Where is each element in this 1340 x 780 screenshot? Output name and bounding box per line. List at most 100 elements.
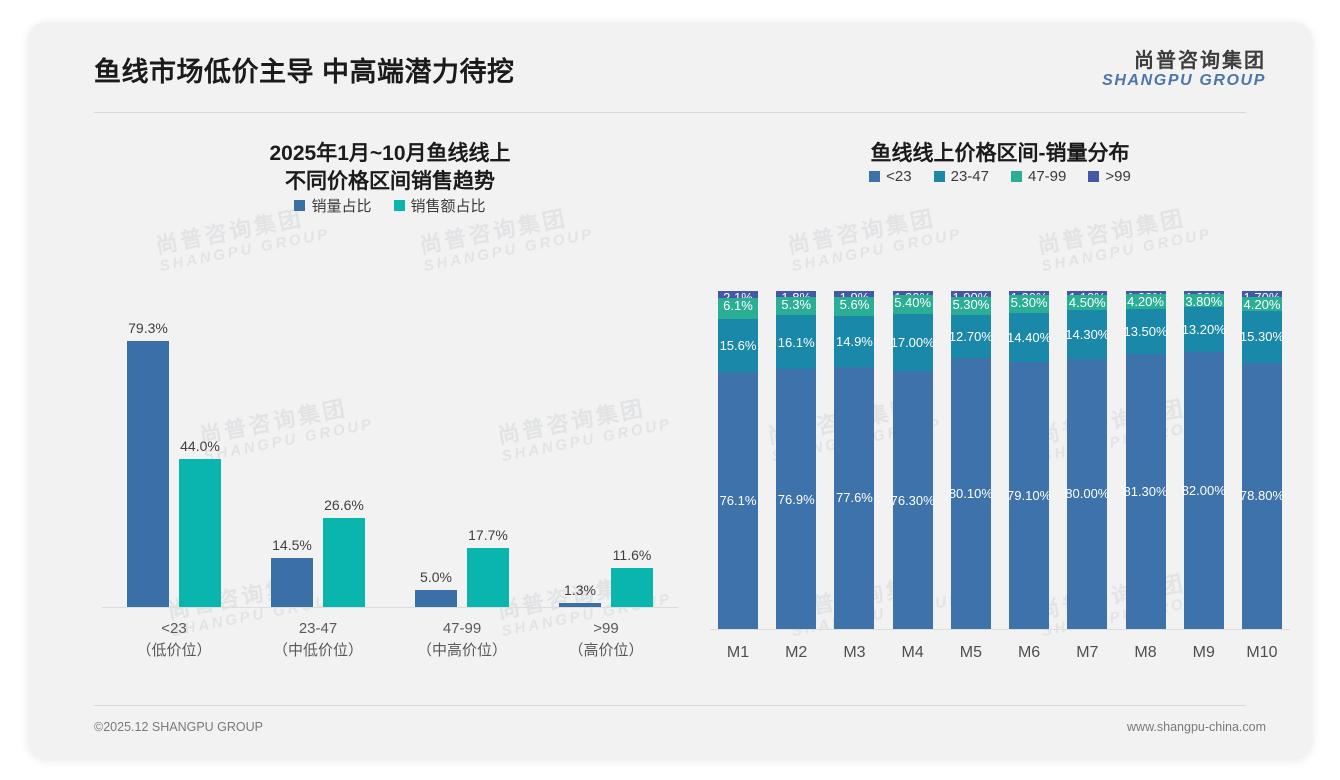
stack-segment-47-99-M7[interactable]: 4.50% xyxy=(1067,295,1108,311)
month-label-M1: M1 xyxy=(726,644,750,661)
right-chart-legend-item-4[interactable]: >99 xyxy=(1088,168,1131,185)
stack-segment-47-99-M5[interactable]: 5.30% xyxy=(950,297,991,316)
bar-销售额占比-<23[interactable] xyxy=(179,459,221,607)
stack-segment-47-99-M4[interactable]: 5.40% xyxy=(892,295,933,314)
stack-segment-23-47-M3[interactable]: 14.9% xyxy=(834,316,875,367)
bar-value-label: 1.3% xyxy=(564,581,596,598)
left-chart-legend-item-1[interactable]: 销量占比 xyxy=(294,195,372,216)
stack-segment-23-47-M9[interactable]: 13.20% xyxy=(1182,307,1226,352)
stacked-bar-M3[interactable]: 1.9%5.6%14.9%77.6% xyxy=(834,290,875,629)
segment-value-label: 79.10% xyxy=(1007,487,1052,503)
legend-swatch-icon xyxy=(1011,170,1022,182)
stacked-bar-M9[interactable]: 1.00%3.80%13.20%82.00% xyxy=(1181,290,1226,629)
bar-销量占比-47-99[interactable] xyxy=(415,590,457,607)
right-chart-plot: 2.1%6.1%15.6%76.1%1.8%5.3%16.1%76.9%1.9%… xyxy=(710,290,1290,680)
stack-segment-23-47-M7[interactable]: 14.30% xyxy=(1065,310,1109,359)
left-chart-bar-wrap: 79.3% xyxy=(127,300,169,607)
stacked-bar-M1[interactable]: 2.1%6.1% 15.6% 76.1% xyxy=(718,290,758,629)
stack-segment-23-47-M10[interactable]: 15.30% xyxy=(1240,310,1284,363)
segment-value-label: 6.1% xyxy=(723,298,753,314)
stack-segment-23-47-M8[interactable]: 13.50% xyxy=(1123,308,1168,355)
stack-segment-<23-M6[interactable]: 79.10% xyxy=(1007,361,1052,629)
left-chart-group: 14.5% 26.6% xyxy=(271,300,365,607)
segment-value-label: 80.00% xyxy=(1065,486,1110,502)
legend-swatch-icon xyxy=(933,170,945,182)
bar-销售额占比-47-99[interactable] xyxy=(467,547,509,607)
category-sublabel: （高价位） xyxy=(568,641,644,659)
right-chart-legend-item-1[interactable]: <23 xyxy=(869,168,912,185)
segment-value-label: 77.6% xyxy=(836,490,873,506)
segment-value-label: 5.6% xyxy=(839,297,870,313)
segment-value-label: 76.30% xyxy=(890,492,935,508)
segment-value-label: 5.40% xyxy=(894,295,932,311)
segment-value-label: 3.80% xyxy=(1185,294,1223,310)
stack-segment-23-47-M1[interactable]: 15.6% xyxy=(718,319,758,372)
stacked-bar-M4[interactable]: 1.30%5.40%17.00%76.30% xyxy=(890,290,935,629)
stack-segment-<23-M5[interactable]: 80.10% xyxy=(948,358,993,629)
month-label-M4: M4 xyxy=(901,644,924,661)
stacked-bar-M5[interactable]: 1.90%5.30%12.70%80.10% xyxy=(948,290,993,629)
stack-segment-<23-M7[interactable]: 80.00% xyxy=(1065,358,1110,629)
stack-segment-47-99-M10[interactable]: 4.20% xyxy=(1241,296,1282,312)
footer-copyright: ©2025.12 SHANGPU GROUP xyxy=(94,720,263,734)
segment-value-label: 5.3% xyxy=(781,297,812,313)
segment-value-label: 14.9% xyxy=(836,334,873,350)
right-chart-x-labels: M1 M2 M3 M4 M5 M6 M7 M8 M9 M10 xyxy=(710,632,1290,680)
category-name: 23-47 xyxy=(298,620,338,637)
footer-website: www.shangpu-china.com xyxy=(1127,720,1266,734)
bar-销售额占比-23-47[interactable] xyxy=(323,517,365,607)
stack-segment-<23-M8[interactable]: 81.30% xyxy=(1123,354,1168,629)
bar-销量占比->99[interactable] xyxy=(559,602,601,607)
stack-segment-<23-M2[interactable]: 76.9% xyxy=(776,369,817,629)
stack-segment-<23-M4[interactable]: 76.30% xyxy=(890,371,935,629)
left-chart-legend-item-2[interactable]: 销售额占比 xyxy=(393,195,486,216)
stack-segment-<23-M10[interactable]: 78.80% xyxy=(1240,362,1284,629)
segment-value-label: 13.50% xyxy=(1123,323,1168,339)
stack-segment-23-47-M6[interactable]: 14.40% xyxy=(1007,313,1051,362)
stack-segment-47-99-M8[interactable]: 4.20% xyxy=(1125,294,1166,310)
footer-divider xyxy=(94,705,1246,706)
stack-segment-<23-M9[interactable]: 82.00% xyxy=(1181,351,1226,629)
month-label-M9: M9 xyxy=(1192,644,1215,661)
stacked-bar-M6[interactable]: 1.30%5.30%14.40%79.10% xyxy=(1007,290,1052,629)
left-chart-title-line1: 2025年1月~10月鱼线线上 xyxy=(269,142,511,165)
segment-value-label: 80.10% xyxy=(948,486,993,502)
stack-segment-47-99-M1[interactable]: 6.1% xyxy=(718,298,758,320)
left-chart-title: 2025年1月~10月鱼线线上 不同价格区间销售趋势 xyxy=(84,140,696,195)
stacked-bar-M2[interactable]: 1.8%5.3%16.1%76.9% xyxy=(776,290,817,629)
stack-segment-<23-M1[interactable]: 76.1% xyxy=(718,371,758,629)
bar-销售额占比->99[interactable] xyxy=(611,568,653,607)
segment-value-label: 82.00% xyxy=(1181,482,1226,498)
stacked-bar-M8[interactable]: 1.00%4.20%13.50%81.30% xyxy=(1123,290,1168,629)
stack-segment-47-99-M2[interactable]: 5.3% xyxy=(776,297,817,315)
month-label-M10: M10 xyxy=(1246,644,1278,661)
stack-segment-47-99-M9[interactable]: 3.80% xyxy=(1183,294,1224,310)
stacked-bar-M7[interactable]: 1.10%4.50%14.30%80.00% xyxy=(1065,290,1110,629)
month-label-M3: M3 xyxy=(843,644,866,661)
right-chart-legend-item-3[interactable]: 47-99 xyxy=(1011,168,1066,185)
bar-销量占比-23-47[interactable] xyxy=(271,558,313,607)
left-chart-bars: 79.3% 44.0% 14.5% 26.6% 5.0% 17.7% 1.3% 11.6% xyxy=(102,300,678,607)
stack-segment->99-M1[interactable]: 2.1% xyxy=(718,290,758,305)
stack-segment-47-99-M6[interactable]: 5.30% xyxy=(1009,295,1050,314)
right-chart-panel: 鱼线线上价格区间-销量分布 <23 23-47 47-99 >99 2.1%6.1% 1… xyxy=(700,140,1300,700)
bar-value-label: 14.5% xyxy=(272,537,312,554)
stacked-bar-M10[interactable]: 1.70%4.20%15.30%78.80% xyxy=(1240,290,1284,629)
bar-value-label: 17.7% xyxy=(468,526,508,543)
stack-segment-47-99-M3[interactable]: 5.6% xyxy=(834,297,875,317)
stack-segment-23-47-M5[interactable]: 12.70% xyxy=(949,315,993,359)
left-chart-panel: 2025年1月~10月鱼线线上 不同价格区间销售趋势 销量占比 销售额占比 79.… xyxy=(84,140,696,700)
left-chart-group: 79.3% 44.0% xyxy=(127,300,221,607)
segment-value-label: 76.1% xyxy=(719,492,757,508)
page-title: 鱼线市场低价主导 中高端潜力待挖 xyxy=(94,57,515,87)
stack-segment-23-47-M4[interactable]: 17.00% xyxy=(891,313,935,372)
category-name: 47-99 xyxy=(442,620,482,637)
bar-销量占比-<23[interactable] xyxy=(127,341,169,607)
right-chart-legend-item-2[interactable]: 23-47 xyxy=(933,167,989,185)
legend-label: 23-47 xyxy=(950,167,989,185)
left-chart-category-label: <23 （低价位） xyxy=(102,618,246,662)
stack-segment-<23-M3[interactable]: 77.6% xyxy=(834,366,875,629)
segment-value-label: 15.6% xyxy=(719,337,757,353)
segment-value-label: 4.20% xyxy=(1127,294,1164,310)
stack-segment-23-47-M2[interactable]: 16.1% xyxy=(776,314,817,370)
